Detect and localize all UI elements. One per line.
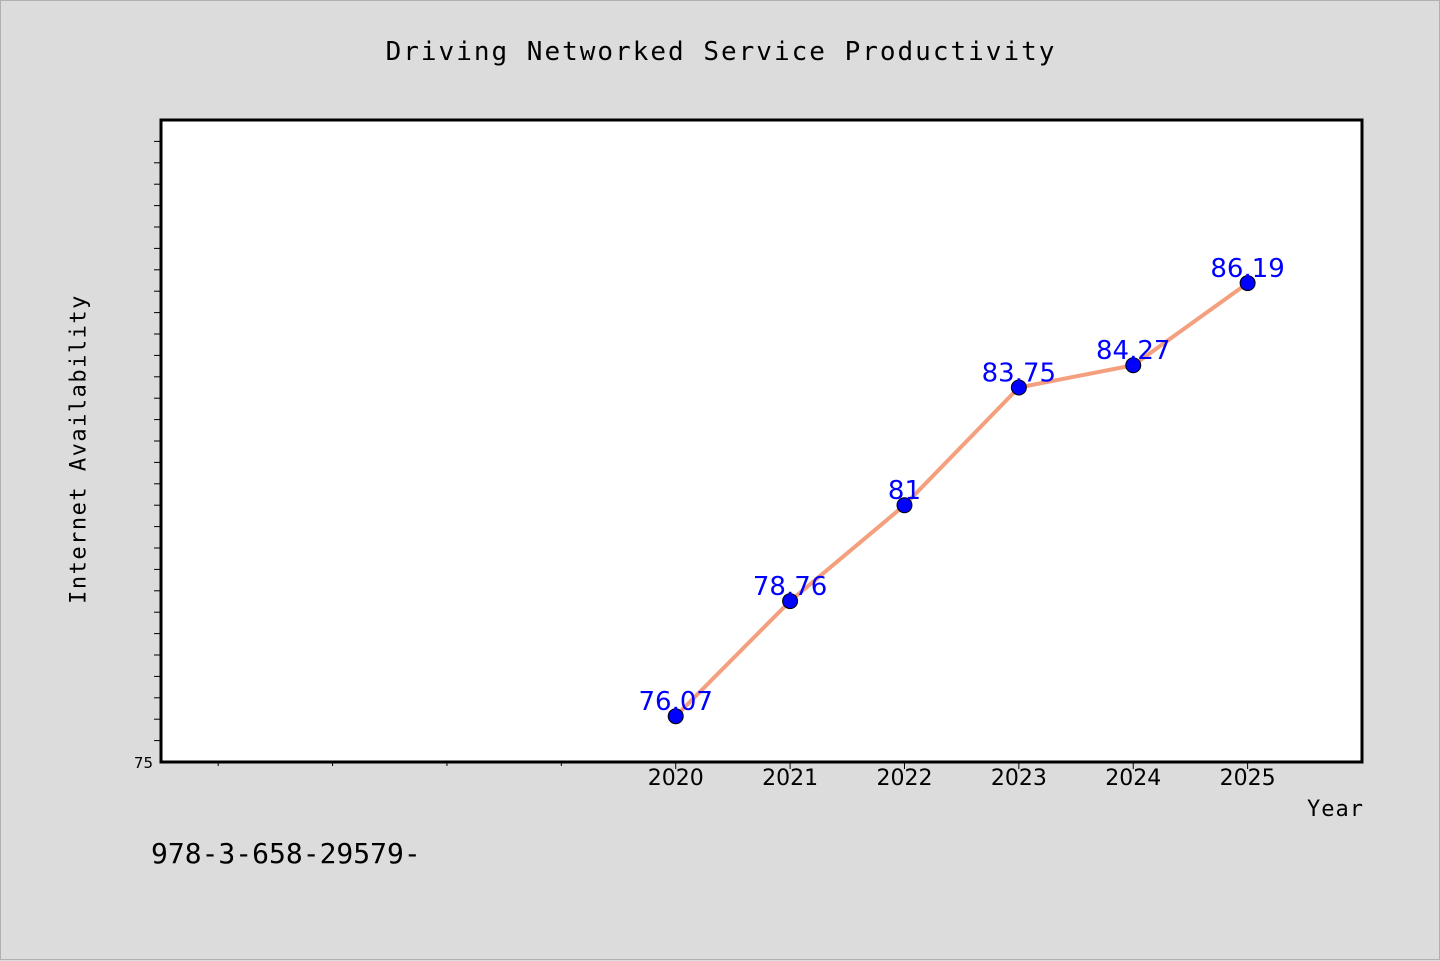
x-tick-label: 2023	[991, 766, 1047, 791]
x-tick-label: 2021	[762, 766, 818, 791]
series-layer: 76.07 78.76 81 83.75 84.27 86.19	[638, 254, 1285, 725]
footnote-text: 978-3-658-29579-	[151, 837, 421, 870]
x-tick-label: 2022	[876, 766, 932, 791]
data-label: 83.75	[982, 359, 1056, 389]
axis-ticks: 75 2020 2021 2022 2023 2024 2025	[134, 140, 1276, 791]
data-point	[1239, 275, 1256, 292]
x-tick-label: 2024	[1105, 766, 1161, 791]
x-tick-label: 2025	[1220, 766, 1276, 791]
x-axis-label: Year	[1307, 797, 1364, 822]
data-label: 81	[888, 476, 921, 506]
data-label: 76.07	[638, 687, 712, 717]
data-label: 84.27	[1096, 336, 1170, 366]
y-tick-label: 75	[134, 754, 153, 772]
data-point	[1125, 357, 1142, 374]
data-point	[667, 708, 684, 725]
data-label: 86.19	[1210, 254, 1284, 284]
x-tick-label: 2020	[648, 766, 704, 791]
series-line	[674, 281, 1249, 718]
data-point	[782, 593, 799, 610]
chart-title: Driving Networked Service Productivity	[385, 37, 1057, 67]
data-point	[1010, 379, 1027, 396]
data-label: 78.76	[753, 572, 827, 602]
data-point	[896, 497, 913, 514]
plot-area	[159, 118, 1364, 764]
